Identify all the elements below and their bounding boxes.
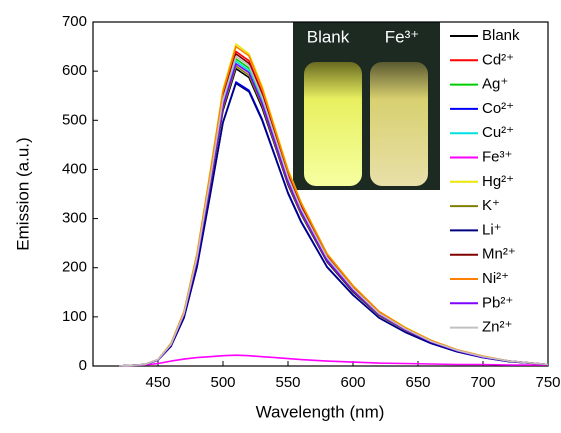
legend-label: K⁺ [482, 197, 500, 214]
y-tick-label: 500 [62, 111, 87, 128]
y-tick-label: 300 [62, 210, 87, 227]
legend-label: Mn²⁺ [482, 246, 516, 263]
x-axis-label: Wavelength (nm) [256, 402, 385, 421]
legend-label: Hg²⁺ [482, 173, 514, 190]
legend-label: Pb²⁺ [482, 294, 513, 311]
x-tick-label: 500 [210, 374, 235, 391]
legend-label: Zn²⁺ [482, 319, 512, 336]
y-tick-label: 200 [62, 259, 87, 276]
x-tick-label: 600 [340, 374, 365, 391]
series-line [118, 55, 549, 367]
legend-label: Ag⁺ [482, 76, 508, 93]
x-tick-label: 750 [535, 374, 560, 391]
legend-label: Co²⁺ [482, 100, 514, 117]
y-tick-label: 0 [79, 357, 87, 374]
inset-label: Fe³⁺ [385, 27, 419, 46]
series-line [118, 82, 549, 367]
x-tick-label: 650 [405, 374, 430, 391]
legend-label: Cu²⁺ [482, 124, 514, 141]
inset-label: Blank [307, 27, 350, 46]
inset-photo [293, 22, 440, 190]
x-tick-label: 700 [470, 374, 495, 391]
y-tick-label: 400 [62, 160, 87, 177]
x-tick-label: 550 [275, 374, 300, 391]
series-line [118, 354, 548, 367]
legend-label: Fe³⁺ [482, 148, 512, 165]
plot-frame [92, 21, 549, 367]
y-tick-label: 100 [62, 308, 87, 325]
y-tick-label: 700 [62, 13, 87, 30]
y-tick-label: 600 [62, 62, 87, 79]
legend-label: Blank [482, 27, 520, 44]
legend-label: Cd²⁺ [482, 51, 514, 68]
x-tick-label: 450 [145, 374, 170, 391]
legend-label: Ni²⁺ [482, 270, 509, 287]
legend-label: Li⁺ [482, 221, 502, 238]
y-axis-label: Emission (a.u.) [13, 137, 32, 250]
